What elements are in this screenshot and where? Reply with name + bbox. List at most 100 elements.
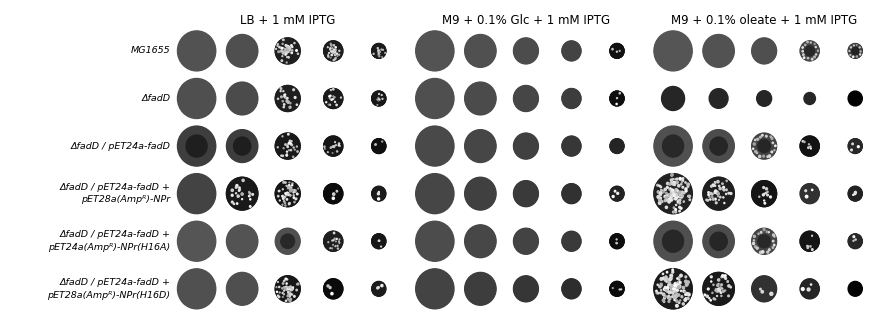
Circle shape (671, 290, 674, 293)
Circle shape (561, 41, 580, 61)
Circle shape (663, 137, 681, 155)
Circle shape (279, 90, 296, 107)
Circle shape (669, 274, 672, 277)
Circle shape (720, 276, 722, 278)
Circle shape (567, 94, 575, 103)
Circle shape (476, 285, 483, 293)
Circle shape (422, 276, 447, 302)
Circle shape (240, 240, 244, 243)
Circle shape (280, 281, 296, 297)
Circle shape (280, 43, 295, 59)
Circle shape (233, 185, 251, 203)
Circle shape (296, 193, 297, 195)
Circle shape (659, 292, 660, 293)
Circle shape (279, 280, 296, 298)
Circle shape (658, 226, 687, 256)
Circle shape (671, 145, 674, 147)
Circle shape (373, 236, 383, 247)
Circle shape (229, 37, 255, 64)
Circle shape (377, 240, 380, 243)
Circle shape (674, 209, 675, 210)
Circle shape (662, 278, 682, 300)
Circle shape (286, 199, 288, 200)
Circle shape (799, 136, 818, 156)
Circle shape (610, 282, 623, 296)
Circle shape (610, 235, 622, 247)
Circle shape (330, 191, 336, 197)
Circle shape (326, 234, 339, 248)
Circle shape (325, 234, 340, 249)
Circle shape (666, 139, 680, 153)
Circle shape (524, 288, 526, 290)
Circle shape (668, 194, 670, 196)
Circle shape (189, 281, 204, 297)
Circle shape (376, 49, 380, 53)
Circle shape (284, 143, 290, 149)
Circle shape (849, 235, 859, 247)
Circle shape (289, 102, 290, 104)
Circle shape (331, 191, 335, 196)
Circle shape (232, 279, 252, 299)
Circle shape (285, 45, 286, 46)
Circle shape (612, 285, 620, 293)
Circle shape (566, 236, 575, 246)
Circle shape (614, 144, 618, 148)
Circle shape (616, 50, 617, 52)
Circle shape (287, 295, 288, 297)
Circle shape (474, 187, 486, 200)
Circle shape (615, 192, 617, 195)
Circle shape (332, 197, 334, 199)
Circle shape (193, 237, 200, 245)
Circle shape (416, 174, 453, 213)
Circle shape (760, 291, 763, 293)
Circle shape (709, 281, 711, 282)
Circle shape (239, 189, 240, 190)
Circle shape (616, 241, 617, 242)
Circle shape (800, 232, 817, 250)
Circle shape (806, 143, 812, 149)
Circle shape (659, 132, 686, 160)
Circle shape (801, 138, 816, 154)
Circle shape (615, 239, 618, 243)
Circle shape (182, 178, 211, 209)
Circle shape (287, 288, 288, 289)
Circle shape (673, 207, 674, 208)
Circle shape (326, 282, 339, 296)
Circle shape (282, 52, 284, 54)
Circle shape (329, 285, 337, 293)
Circle shape (669, 48, 675, 54)
Circle shape (233, 232, 251, 250)
Circle shape (802, 187, 815, 200)
Circle shape (334, 54, 335, 56)
Circle shape (613, 143, 619, 149)
Circle shape (765, 135, 766, 137)
Circle shape (670, 239, 674, 243)
Circle shape (670, 239, 674, 243)
Circle shape (670, 49, 674, 53)
Circle shape (287, 49, 289, 51)
Circle shape (519, 235, 531, 248)
Circle shape (656, 224, 688, 259)
Circle shape (564, 92, 577, 106)
Circle shape (521, 141, 530, 151)
Circle shape (612, 284, 621, 293)
Circle shape (853, 50, 855, 52)
Circle shape (279, 42, 296, 59)
Circle shape (851, 190, 858, 197)
Circle shape (416, 127, 453, 165)
Circle shape (376, 97, 381, 100)
Circle shape (330, 48, 336, 54)
Circle shape (760, 238, 766, 245)
Circle shape (465, 226, 495, 257)
Circle shape (852, 192, 856, 195)
Circle shape (710, 138, 725, 154)
Circle shape (751, 133, 775, 159)
Circle shape (240, 145, 244, 148)
Circle shape (716, 239, 720, 243)
Circle shape (661, 273, 663, 275)
Circle shape (331, 99, 332, 100)
Circle shape (228, 131, 256, 161)
Text: pET24a(Ampᴿ)-NPr(H16A): pET24a(Ampᴿ)-NPr(H16A) (48, 243, 170, 252)
Circle shape (848, 139, 861, 153)
Circle shape (515, 182, 536, 205)
